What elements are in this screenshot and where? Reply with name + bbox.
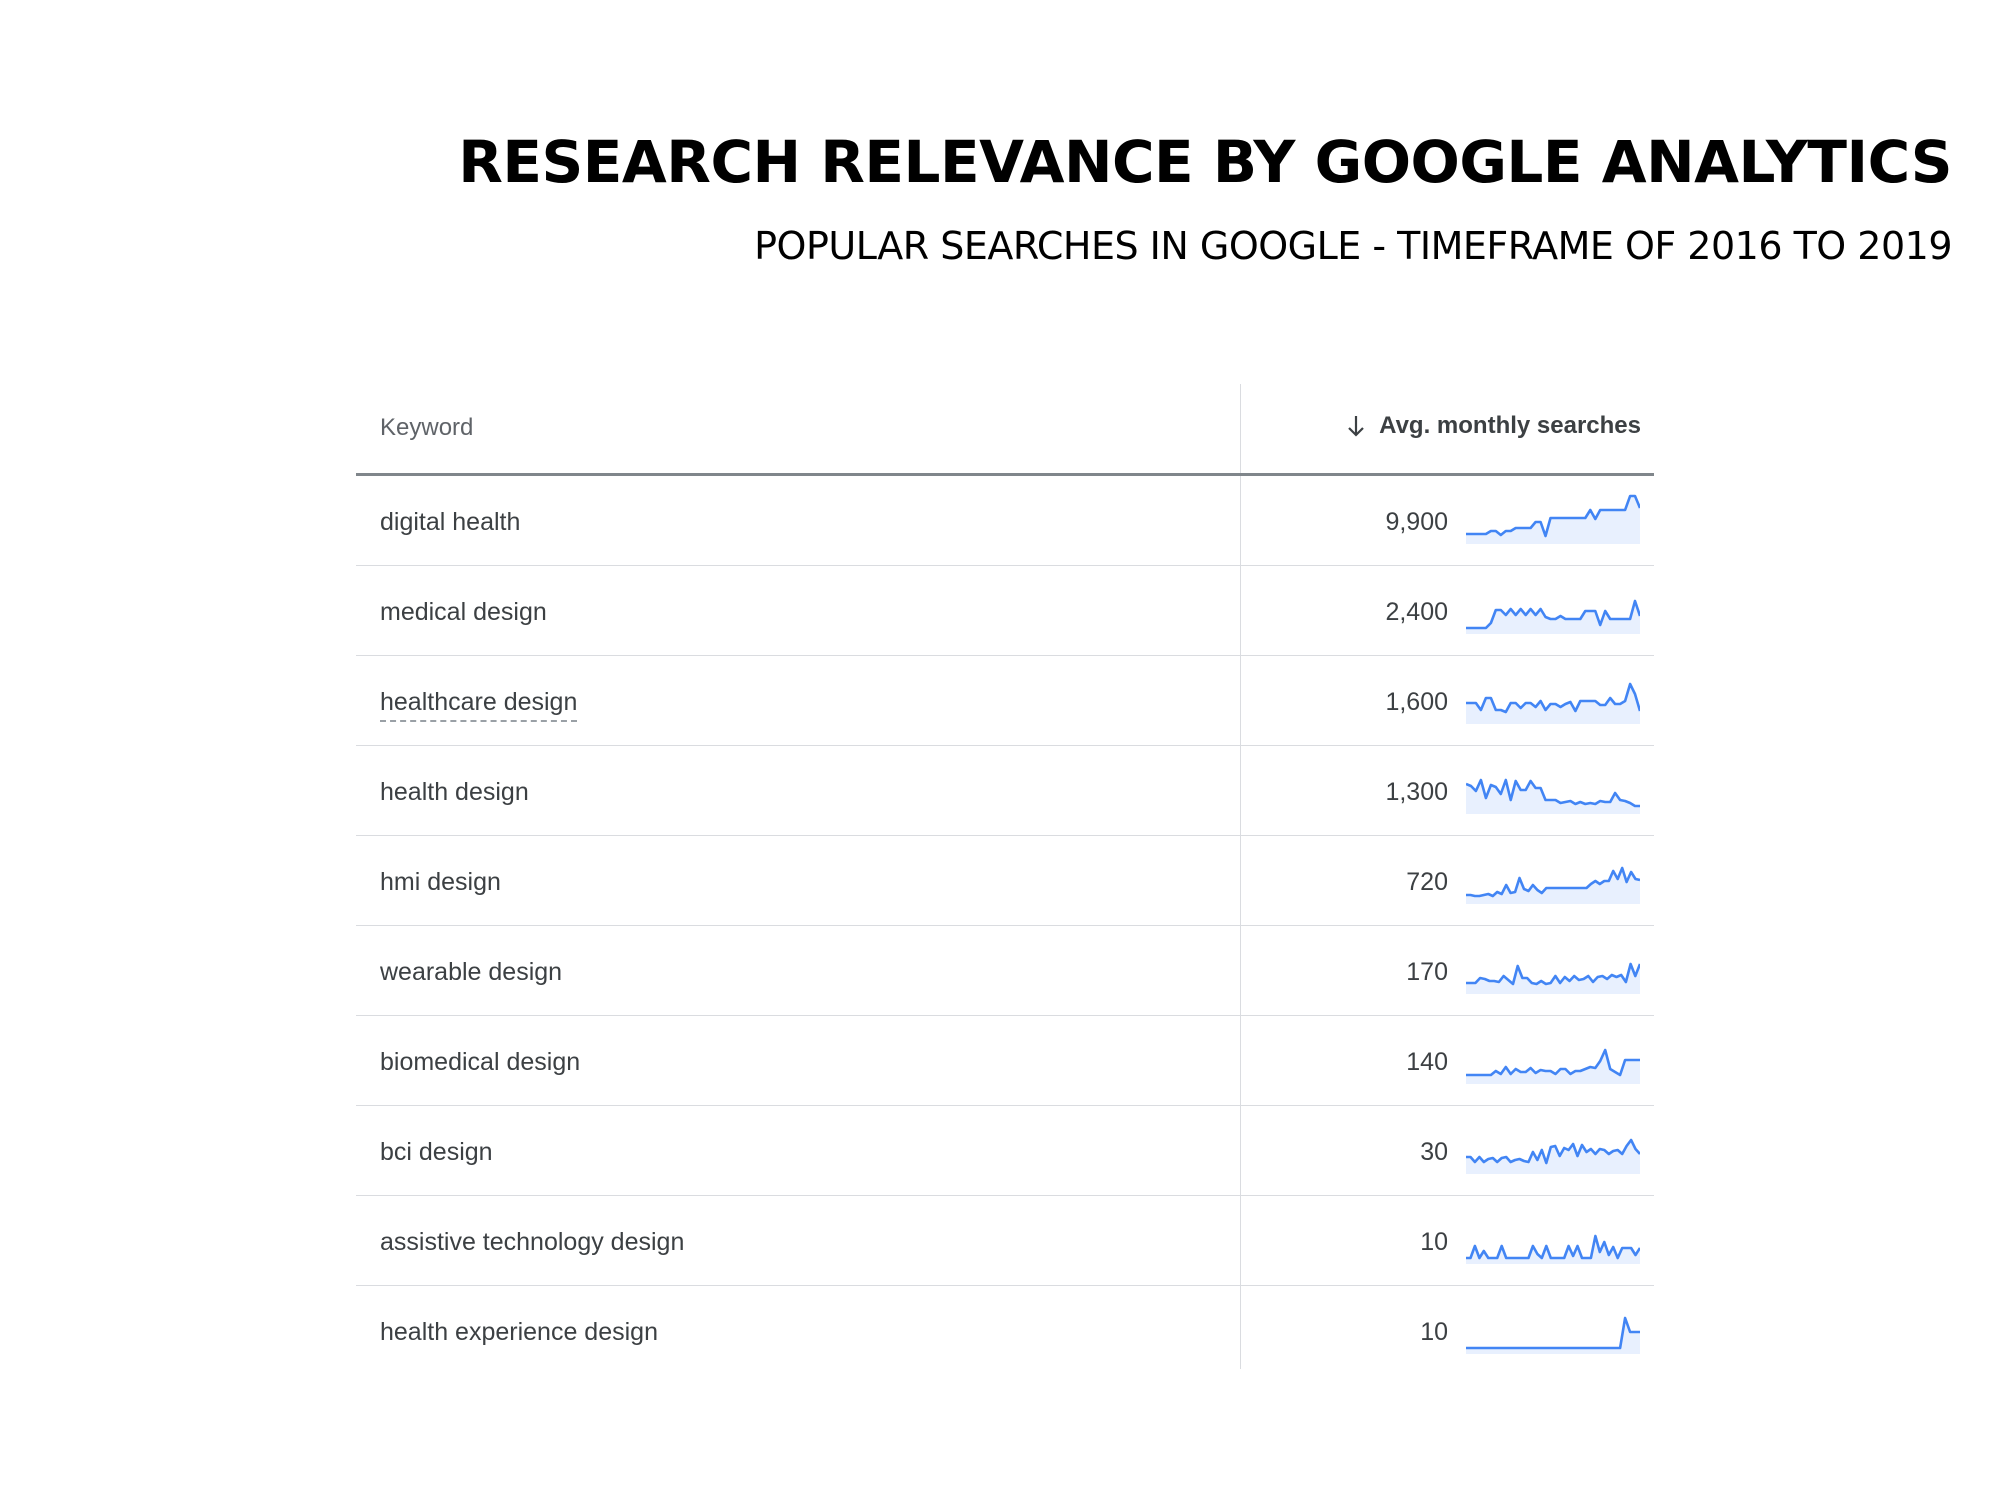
searches-column-label: Avg. monthly searches	[1379, 412, 1641, 439]
sparkline-line	[1466, 494, 1640, 538]
searches-value-cell: 9,900	[1385, 508, 1448, 536]
sparkline-line	[1466, 1234, 1640, 1260]
trend-sparkline	[1466, 866, 1640, 904]
table-row[interactable]: medical design 2,400	[356, 566, 1654, 656]
sparkline-area	[1466, 780, 1640, 814]
sparkline-area	[1466, 496, 1640, 544]
keyword-cell: bci design	[380, 1138, 493, 1166]
searches-value-cell: 140	[1406, 1048, 1448, 1076]
keyword-table: Keyword Avg. monthly searches digital he…	[356, 384, 1654, 1375]
slide-title: RESEARCH RELEVANCE BY GOOGLE ANALYTICS	[458, 128, 1952, 196]
trend-sparkline	[1466, 1138, 1640, 1174]
trend-sparkline	[1466, 1234, 1640, 1264]
sparkline-line	[1466, 866, 1640, 898]
searches-value-cell: 1,600	[1385, 688, 1448, 716]
sparkline-line	[1466, 682, 1640, 714]
keyword-cell: health experience design	[380, 1318, 658, 1346]
trend-sparkline	[1466, 599, 1640, 634]
sparkline-line	[1466, 599, 1640, 630]
sparkline-line	[1466, 1048, 1640, 1077]
searches-column-header[interactable]: Avg. monthly searches	[1345, 412, 1641, 440]
table-row[interactable]: hmi design 720	[356, 836, 1654, 926]
searches-value-cell: 1,300	[1385, 778, 1448, 806]
keyword-cell: hmi design	[380, 868, 501, 896]
keyword-cell: assistive technology design	[380, 1228, 685, 1256]
keyword-column-header[interactable]: Keyword	[380, 414, 474, 441]
keyword-cell: healthcare design	[380, 688, 578, 722]
table-row[interactable]: assistive technology design 10	[356, 1196, 1654, 1286]
table-body: digital health 9,900 medical design 2,400 he…	[356, 476, 1654, 1375]
table-row[interactable]: wearable design 170	[356, 926, 1654, 1016]
keyword-cell: wearable design	[380, 958, 563, 986]
searches-value-cell: 170	[1406, 958, 1448, 986]
arrow-down-icon	[1348, 416, 1364, 437]
sparkline-area	[1466, 601, 1640, 634]
trend-sparkline	[1466, 778, 1640, 814]
table-header: Keyword Avg. monthly searches	[356, 384, 1654, 476]
column-divider	[1240, 384, 1241, 1369]
sparkline-line	[1466, 1316, 1640, 1350]
searches-value-cell: 2,400	[1385, 598, 1448, 626]
sparkline-area	[1466, 964, 1640, 994]
keyword-cell: health design	[380, 778, 529, 806]
sparkline-area	[1466, 868, 1640, 904]
table-row[interactable]: bci design 30	[356, 1106, 1654, 1196]
sparkline-line	[1466, 778, 1640, 808]
sparkline-area	[1466, 1140, 1640, 1174]
table-row[interactable]: healthcare design 1,600	[356, 656, 1654, 746]
keyword-cell: medical design	[380, 598, 547, 626]
table-row[interactable]: biomedical design 140	[356, 1016, 1654, 1106]
sparkline-line	[1466, 962, 1640, 986]
keyword-cell: digital health	[380, 508, 521, 536]
trend-sparkline	[1466, 1316, 1640, 1354]
sparkline-line	[1466, 1138, 1640, 1165]
searches-value-cell: 720	[1406, 868, 1448, 896]
trend-sparkline	[1466, 1048, 1640, 1084]
keyword-cell: biomedical design	[380, 1048, 581, 1076]
searches-value-cell: 30	[1420, 1138, 1448, 1166]
searches-value-cell: 10	[1420, 1228, 1448, 1256]
searches-value-cell: 10	[1420, 1318, 1448, 1346]
sparkline-area	[1466, 1050, 1640, 1084]
table-row[interactable]: health experience design 10	[356, 1286, 1654, 1375]
table-row[interactable]: digital health 9,900	[356, 476, 1654, 566]
slide-subtitle: POPULAR SEARCHES IN GOOGLE - TIMEFRAME O…	[754, 224, 1952, 268]
table-row[interactable]: health design 1,300	[356, 746, 1654, 836]
trend-sparkline	[1466, 682, 1640, 724]
trend-sparkline	[1466, 962, 1640, 994]
sparkline-area	[1466, 1318, 1640, 1354]
trend-sparkline	[1466, 494, 1640, 544]
